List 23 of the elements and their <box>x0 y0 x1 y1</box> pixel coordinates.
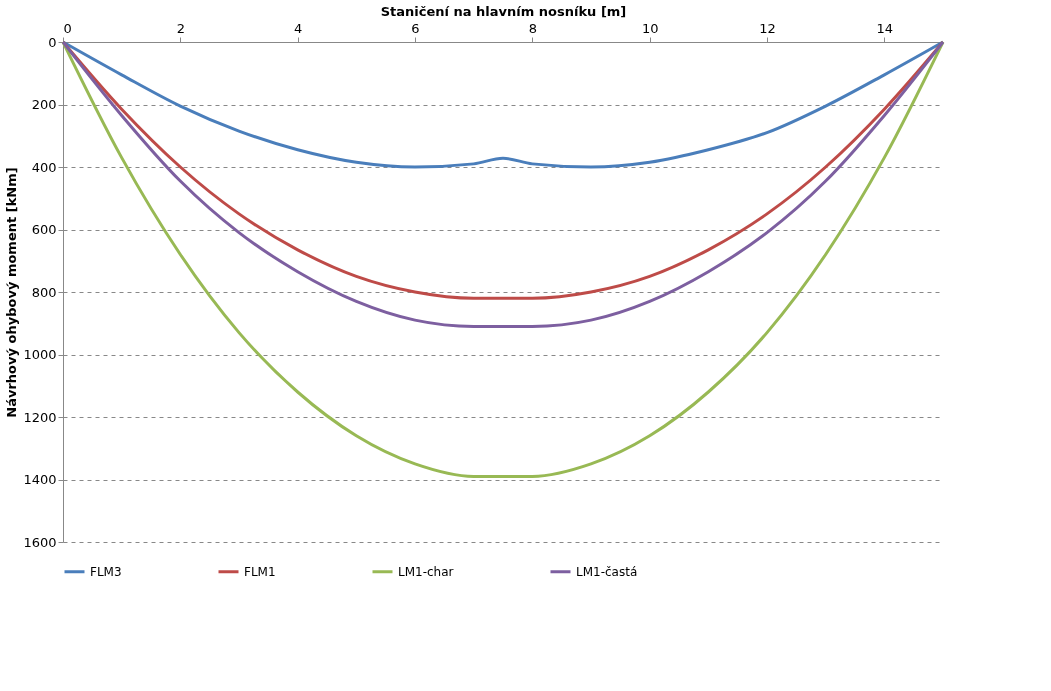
legend-label: LM1-char <box>398 564 454 579</box>
y-tick-label: 0 <box>48 34 57 50</box>
y-tick-label: 800 <box>31 284 57 300</box>
x-tick-label: 14 <box>876 20 894 36</box>
x-tick-label: 12 <box>759 20 776 36</box>
x-tick-label: 10 <box>641 20 659 36</box>
x-tick-label: 6 <box>411 20 420 36</box>
x-tick-label: 0 <box>63 20 72 36</box>
y-tick-label: 400 <box>31 159 57 175</box>
x-axis-title: Staničení na hlavním nosníku [m] <box>380 3 627 19</box>
y-tick-label: 1400 <box>23 472 57 487</box>
legend-label: LM1-častá <box>576 564 638 579</box>
x-tick-label: 2 <box>176 20 185 36</box>
y-tick-label: 200 <box>31 97 57 112</box>
legend-label: FLM3 <box>90 564 122 579</box>
y-tick-label: 600 <box>31 222 57 237</box>
y-tick-label: 1600 <box>23 534 57 550</box>
x-tick-label: 8 <box>528 20 537 36</box>
legend-label: FLM1 <box>244 564 276 579</box>
y-tick-label: 1200 <box>23 409 57 425</box>
y-axis-title: Návrhový ohybový moment [kNm] <box>4 167 20 418</box>
x-tick-label: 4 <box>294 20 303 36</box>
y-tick-label: 1000 <box>23 347 57 362</box>
